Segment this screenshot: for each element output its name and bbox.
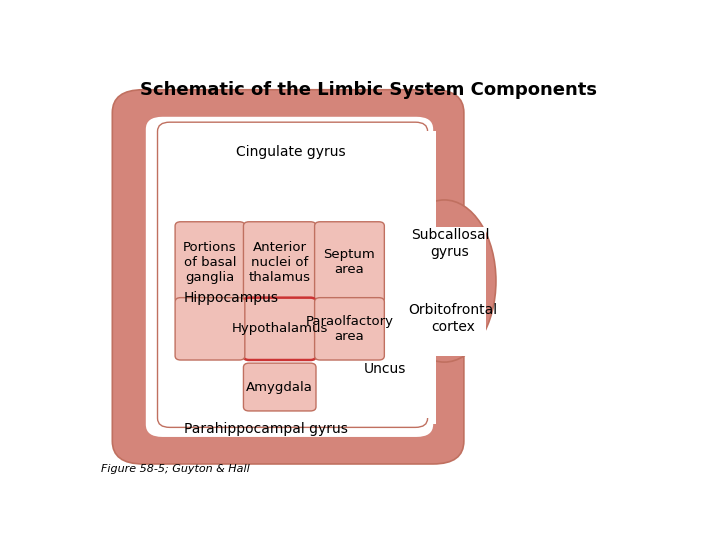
FancyBboxPatch shape: [112, 90, 464, 464]
Text: Portions
of basal
ganglia: Portions of basal ganglia: [183, 241, 237, 284]
Text: Hypothalamus: Hypothalamus: [232, 322, 328, 335]
Text: Subcallosal
gyrus: Subcallosal gyrus: [410, 228, 489, 259]
Text: Amygdala: Amygdala: [246, 381, 313, 394]
Bar: [386, 348, 436, 424]
FancyBboxPatch shape: [243, 298, 316, 360]
Text: Paraolfactory
area: Paraolfactory area: [305, 315, 393, 343]
FancyBboxPatch shape: [175, 298, 245, 360]
FancyBboxPatch shape: [315, 222, 384, 303]
Ellipse shape: [392, 200, 496, 362]
Text: Figure 58-5; Guyton & Hall: Figure 58-5; Guyton & Hall: [101, 464, 250, 474]
Text: Septum
area: Septum area: [323, 248, 375, 276]
Bar: [400, 131, 436, 418]
Text: Uncus: Uncus: [364, 362, 406, 376]
FancyBboxPatch shape: [175, 222, 245, 303]
FancyBboxPatch shape: [145, 117, 433, 437]
Bar: [402, 227, 486, 356]
Text: Parahippocampal gyrus: Parahippocampal gyrus: [184, 422, 348, 436]
Text: Cingulate gyrus: Cingulate gyrus: [236, 145, 346, 159]
FancyBboxPatch shape: [243, 222, 316, 303]
FancyBboxPatch shape: [158, 122, 428, 427]
Text: Schematic of the Limbic System Components: Schematic of the Limbic System Component…: [140, 82, 598, 99]
Ellipse shape: [338, 354, 422, 408]
Text: Hippocampus: Hippocampus: [184, 291, 279, 305]
FancyBboxPatch shape: [315, 298, 384, 360]
Text: Anterior
nuclei of
thalamus: Anterior nuclei of thalamus: [248, 241, 311, 284]
FancyBboxPatch shape: [349, 356, 400, 400]
FancyBboxPatch shape: [243, 363, 316, 411]
Text: Orbitofrontal
cortex: Orbitofrontal cortex: [408, 303, 498, 334]
FancyBboxPatch shape: [416, 229, 458, 333]
